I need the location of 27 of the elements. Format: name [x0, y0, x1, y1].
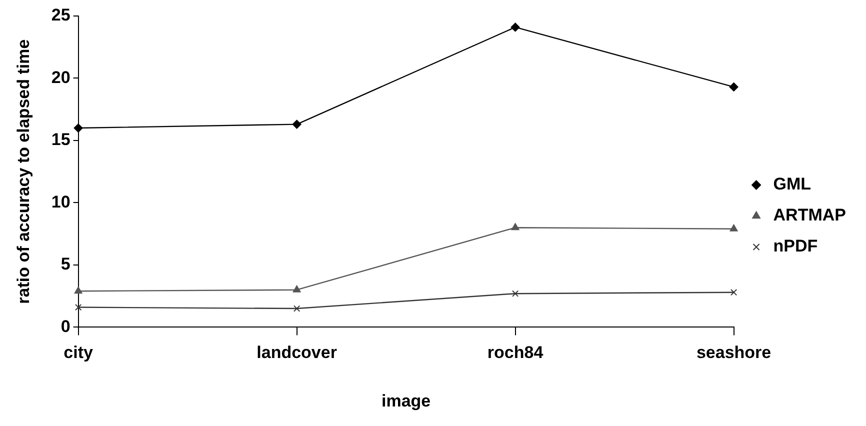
point [74, 124, 83, 133]
point [293, 305, 300, 312]
legend-label: ARTMAP [773, 206, 846, 225]
point [74, 286, 82, 294]
point [729, 82, 738, 92]
point [74, 304, 82, 311]
point [512, 290, 519, 297]
point [730, 224, 738, 232]
point [511, 223, 520, 230]
point [292, 285, 301, 292]
x-tick-label: roch84 [487, 343, 544, 362]
point [510, 22, 520, 32]
legend-label: GML [773, 174, 812, 194]
x-axis-title: image [381, 391, 431, 410]
y-tick-label: 10 [51, 192, 70, 212]
point [292, 120, 302, 129]
y-tick-label: 25 [51, 6, 70, 25]
y-axis-title: ratio of accuracy to elapsed time [14, 39, 33, 304]
x-tick-label: landcover [256, 343, 338, 362]
y-tick-label: 5 [60, 254, 70, 274]
legend-label: nPDF [773, 236, 818, 256]
x-tick-label: city [64, 343, 94, 362]
y-tick-label: 15 [51, 130, 70, 150]
y-tick-label: 0 [60, 316, 70, 336]
x-tick-label: seashore [696, 343, 772, 362]
y-tick-label: 20 [51, 68, 70, 87]
point [730, 289, 738, 296]
